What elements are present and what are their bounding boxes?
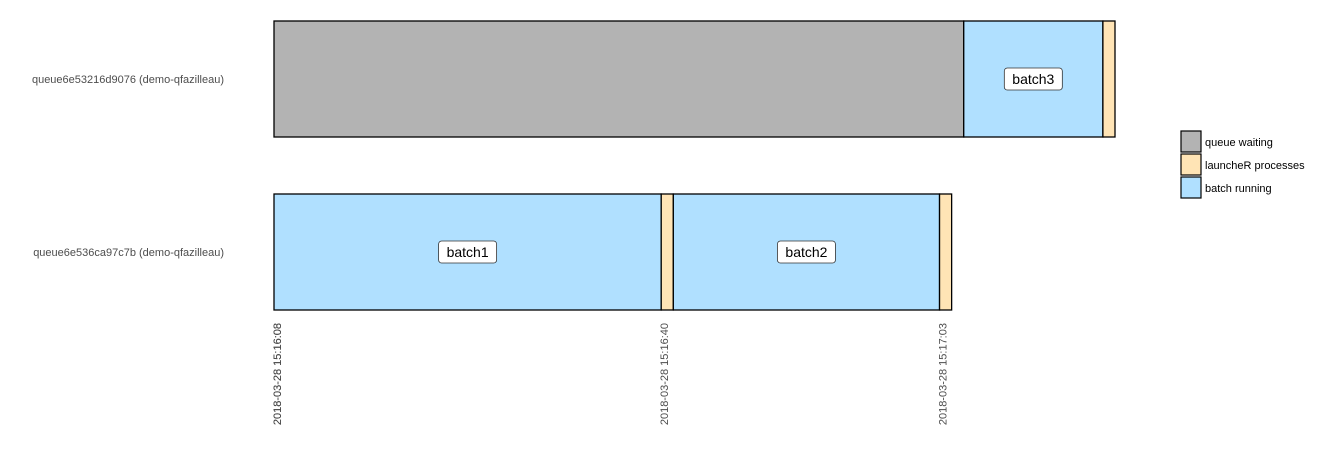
segment-label: batch2 [785, 244, 827, 260]
legend: queue waiting launcheR processes batch run… [1180, 130, 1305, 199]
gantt-segment [1102, 20, 1116, 138]
gantt-segment [273, 20, 965, 138]
segment-label-box [438, 240, 498, 264]
gantt-segment [660, 193, 674, 311]
legend-label: batch running [1205, 183, 1272, 195]
gantt-segment [938, 193, 953, 311]
x-tick-label: 2018-03-28 15:17:03 [938, 323, 950, 425]
y-axis-labels: queue6e53216d9076 (demo-qfazilleau) queue… [32, 74, 224, 259]
segment-label-box [1003, 67, 1063, 91]
segment-label-box [777, 240, 836, 264]
legend-swatch [1180, 153, 1202, 176]
segment-label: batch3 [1012, 71, 1054, 87]
segment-label: batch1 [447, 244, 489, 260]
legend-label: launcheR processes [1205, 160, 1305, 172]
x-tick-label: 2018-03-28 15:16:08 [272, 323, 284, 425]
y-axis-label: queue6e53216d9076 (demo-qfazilleau) [32, 74, 224, 86]
segment-labels-layer: batch3 batch1 batch2 [438, 67, 1063, 264]
x-tick-label: 2018-03-28 15:16:40 [659, 323, 671, 425]
legend-swatch [1180, 130, 1202, 153]
x-tick-label: 2018-03-28 15:16:08 [272, 323, 284, 425]
legend-swatch [1180, 176, 1202, 199]
legend-label: queue waiting [1205, 137, 1273, 149]
y-axis-label: queue6e536ca97c7b (demo-qfazilleau) [33, 247, 224, 259]
bars-layer [273, 20, 1116, 311]
